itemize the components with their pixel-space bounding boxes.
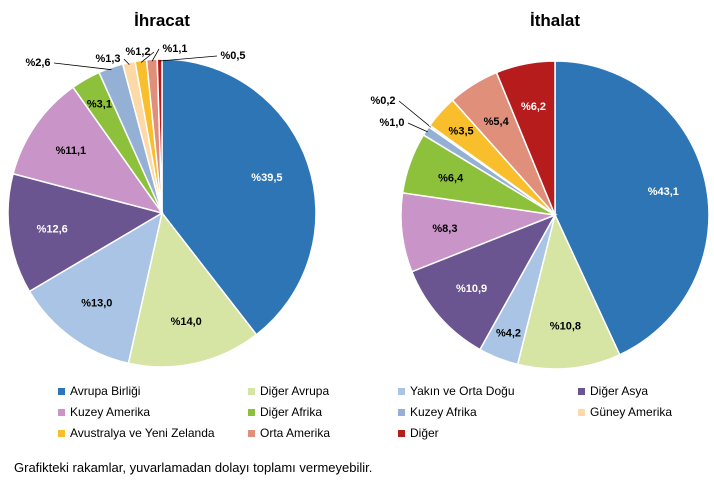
import-slice-0 bbox=[554, 60, 710, 356]
legend-item: Diğer Avrupa bbox=[248, 384, 329, 398]
legend-label: Kuzey Amerika bbox=[70, 405, 151, 419]
import-slice-label-6: %1,0 bbox=[379, 117, 404, 129]
legend-swatch bbox=[58, 429, 65, 437]
export-leader-line-10 bbox=[159, 55, 218, 62]
import-slice-label-10: %6,2 bbox=[521, 101, 546, 113]
import-slice-label-7: %0,2 bbox=[370, 95, 395, 107]
legend-label: Avustralya ve Yeni Zelanda bbox=[70, 426, 215, 440]
legend-item: Diğer Afrika bbox=[248, 405, 322, 419]
export-slice-1 bbox=[127, 211, 258, 368]
import-slice-label-9: %5,4 bbox=[484, 116, 510, 128]
export-chart-title: İhracat bbox=[134, 11, 190, 30]
import-leader-line-6 bbox=[407, 122, 428, 133]
legend-label: Diğer Avrupa bbox=[260, 384, 330, 398]
import-slice-1 bbox=[516, 212, 621, 370]
export-leader-line-8 bbox=[140, 51, 155, 63]
legend-swatch bbox=[248, 429, 255, 437]
export-leader-line-9 bbox=[151, 48, 160, 62]
export-slice-2 bbox=[28, 211, 164, 365]
export-slice-label-9: %1,1 bbox=[162, 43, 187, 55]
import-leader-line-7 bbox=[398, 100, 432, 128]
legend-item: Güney Amerika bbox=[578, 405, 672, 419]
import-slice-label-8: %3,5 bbox=[449, 126, 474, 138]
legend-item: Kuzey Afrika bbox=[398, 405, 477, 419]
export-slice-label-1: %14,0 bbox=[171, 316, 202, 328]
export-leader-line-6 bbox=[53, 62, 112, 71]
export-slice-label-4: %11,1 bbox=[56, 145, 87, 157]
legend-swatch bbox=[398, 429, 405, 437]
legend-item: Avustralya ve Yeni Zelanda bbox=[58, 426, 215, 440]
legend-label: Diğer bbox=[410, 426, 439, 440]
footnote: Grafikteki rakamlar, yuvarlamadan dolayı… bbox=[14, 460, 373, 475]
export-slice-4 bbox=[12, 86, 164, 215]
export-slice-label-8: %1,2 bbox=[125, 46, 150, 58]
export-slice-10 bbox=[156, 58, 163, 214]
legend-item: Diğer bbox=[398, 426, 439, 440]
legend-label: Orta Amerika bbox=[260, 426, 331, 440]
legend-label: Diğer Asya bbox=[590, 384, 649, 398]
legend-swatch bbox=[578, 387, 585, 395]
import-pie: %43,1 %10,8 %4,2 %10,9 %8,3 %6,4 %1,0 %0,2 %3,5%… bbox=[370, 60, 710, 370]
import-slice-label-4: %8,3 bbox=[432, 223, 457, 235]
import-slice-label-1: %10,8 bbox=[550, 320, 581, 332]
legend-item: Orta Amerika bbox=[248, 426, 330, 440]
export-slice-label-0: %39,5 bbox=[251, 172, 282, 184]
import-slice-label-3: %10,9 bbox=[456, 283, 487, 295]
legend-swatch bbox=[398, 387, 405, 395]
import-slice-label-2: %4,2 bbox=[496, 327, 521, 339]
legend-swatch bbox=[578, 408, 585, 416]
legend-swatch bbox=[248, 408, 255, 416]
charts-area: İhracat İthalat %39,5 %14,0 %13,0 %12,6 %11,… bbox=[7, 11, 710, 370]
export-slice-label-5: %3,1 bbox=[87, 98, 112, 110]
legend-item: Kuzey Amerika bbox=[58, 405, 150, 419]
export-slice-label-10: %0,5 bbox=[220, 50, 245, 62]
legend-swatch bbox=[58, 387, 65, 395]
export-slice-label-6: %2,6 bbox=[25, 57, 50, 69]
export-slice-0 bbox=[161, 58, 317, 336]
legend-label: Avrupa Birliği bbox=[70, 384, 141, 398]
import-chart-title: İthalat bbox=[530, 11, 580, 30]
export-slice-label-2: %13,0 bbox=[81, 298, 112, 310]
export-leader-line-7 bbox=[123, 58, 130, 65]
import-slice-label-0: %43,1 bbox=[648, 186, 679, 198]
legend-item: Avrupa Birliği bbox=[58, 384, 140, 398]
import-slice-3 bbox=[410, 213, 557, 351]
legend-label: Yakın ve Orta Doğu bbox=[410, 384, 515, 398]
legend-swatch bbox=[58, 408, 65, 416]
export-slice-label-7: %1,3 bbox=[95, 53, 120, 65]
import-slice-10 bbox=[495, 60, 556, 216]
legend-swatch bbox=[248, 387, 255, 395]
legend-label: Kuzey Afrika bbox=[410, 405, 477, 419]
export-slice-label-3: %12,6 bbox=[37, 223, 68, 235]
legend-item: Yakın ve Orta Doğu bbox=[398, 384, 515, 398]
legend-label: Güney Amerika bbox=[590, 405, 673, 419]
import-slice-label-5: %6,4 bbox=[438, 172, 464, 184]
legend-item: Diğer Asya bbox=[578, 384, 648, 398]
legend-swatch bbox=[398, 408, 405, 416]
legend-label: Diğer Afrika bbox=[260, 405, 323, 419]
export-pie: %39,5 %14,0 %13,0 %12,6 %11,1 %3,1 %2,6 %1,3 %1,… bbox=[7, 43, 317, 368]
